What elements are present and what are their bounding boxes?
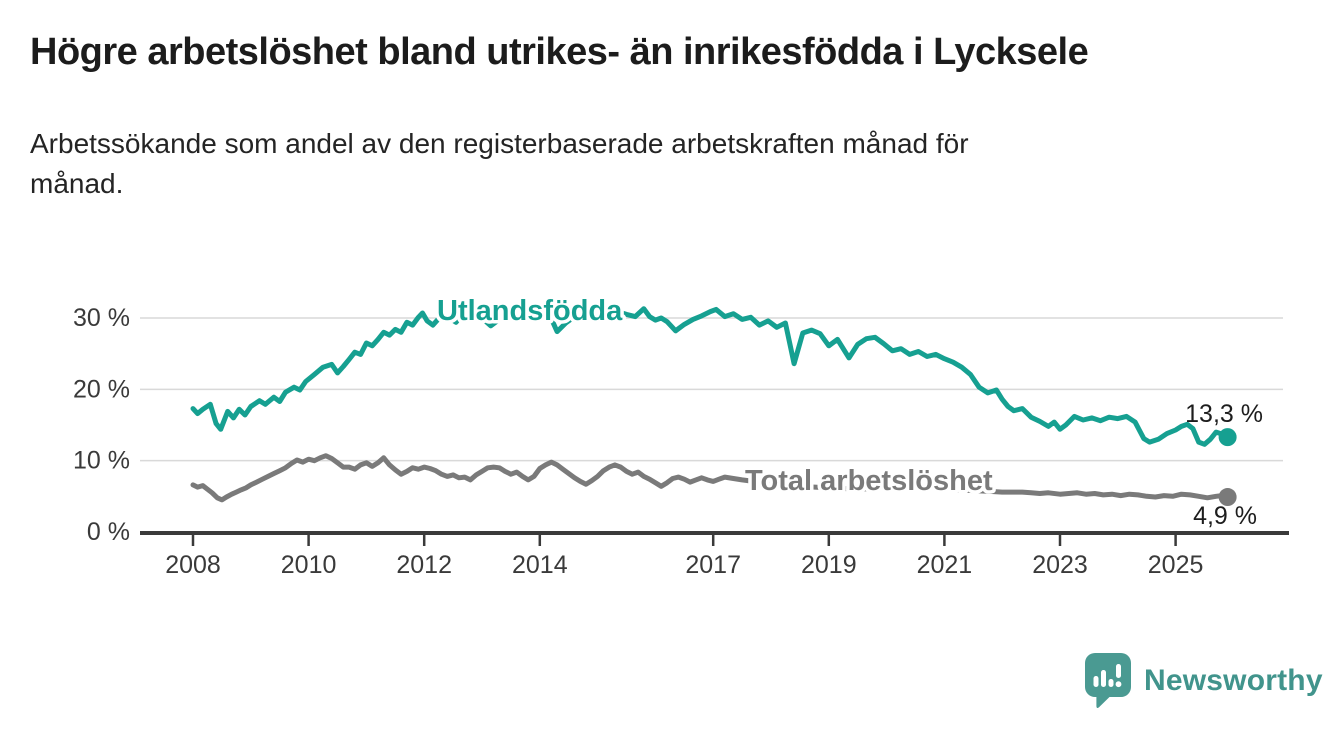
page-title: Högre arbetslöshet bland utrikes- än inr… bbox=[30, 31, 1089, 73]
series-label-utlandsfodda: Utlandsfödda bbox=[437, 295, 623, 327]
x-axis-label-2014: 2014 bbox=[512, 551, 568, 579]
y-axis-label-30: 30 % bbox=[73, 304, 130, 332]
y-axis-label-20: 20 % bbox=[73, 375, 130, 403]
x-axis-label-2021: 2021 bbox=[917, 551, 973, 579]
x-axis-label-2019: 2019 bbox=[801, 551, 857, 579]
newsworthy-branding: Newsworthy bbox=[1085, 653, 1323, 709]
x-axis-label-2012: 2012 bbox=[396, 551, 452, 579]
end-value-label-utlandsfodda: 13,3 % bbox=[1185, 400, 1263, 428]
series-end-dot-total bbox=[1218, 488, 1237, 507]
newsworthy-logo-icon bbox=[1085, 653, 1131, 709]
x-axis-label-2010: 2010 bbox=[281, 551, 337, 579]
series-label-total: Total arbetslöshet bbox=[745, 465, 993, 497]
x-axis-label-2017: 2017 bbox=[685, 551, 741, 579]
series-line-utlandsfodda bbox=[190, 306, 1231, 447]
subtitle-line-2: månad. bbox=[30, 168, 124, 199]
series-end-dot-utlandsfodda bbox=[1218, 428, 1237, 447]
subtitle-line-1: Arbetssökande som andel av den registerb… bbox=[30, 128, 969, 159]
y-axis-label-10: 10 % bbox=[73, 447, 130, 475]
end-value-label-total: 4,9 % bbox=[1193, 502, 1257, 530]
x-axis-label-2008: 2008 bbox=[165, 551, 221, 579]
chart-subtitle: Arbetssökande som andel av den registerb… bbox=[30, 124, 1230, 204]
x-axis-label-2023: 2023 bbox=[1032, 551, 1088, 579]
x-axis-label-2025: 2025 bbox=[1148, 551, 1204, 579]
newsworthy-logo-text: Newsworthy bbox=[1144, 664, 1323, 697]
series-line-total bbox=[190, 453, 1231, 503]
y-axis-label-0: 0 % bbox=[87, 518, 130, 546]
